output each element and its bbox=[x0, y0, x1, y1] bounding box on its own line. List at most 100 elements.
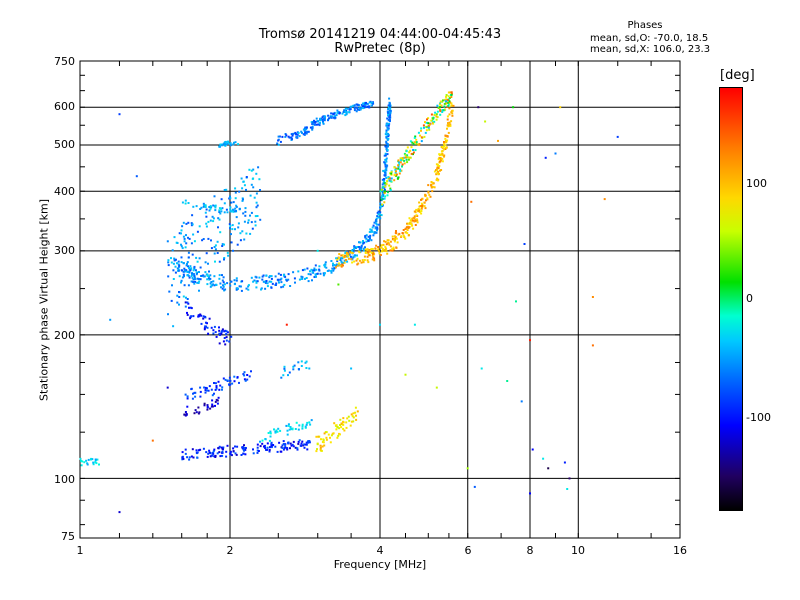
echo-point bbox=[394, 237, 396, 240]
echo-point bbox=[325, 266, 328, 269]
echo-point bbox=[394, 171, 397, 174]
echo-point bbox=[355, 106, 358, 109]
echo-point bbox=[208, 317, 211, 320]
echo-point bbox=[308, 421, 311, 424]
echo-point bbox=[443, 102, 446, 105]
echo-point bbox=[215, 385, 218, 387]
echo-point bbox=[275, 282, 278, 285]
echo-point bbox=[269, 446, 271, 449]
echo-point bbox=[195, 271, 198, 274]
echo-point bbox=[242, 446, 244, 449]
echo-point bbox=[183, 275, 185, 278]
echo-point bbox=[383, 154, 386, 157]
echo-point bbox=[304, 132, 306, 135]
echo-point bbox=[421, 205, 424, 208]
echo-point bbox=[302, 133, 305, 136]
echo-point bbox=[414, 224, 417, 226]
echo-point bbox=[216, 452, 219, 455]
echo-point bbox=[241, 187, 244, 190]
echo-point bbox=[355, 418, 358, 421]
echo-point bbox=[244, 453, 247, 456]
echo-point bbox=[383, 192, 386, 194]
echo-point bbox=[436, 179, 439, 182]
echo-point bbox=[380, 246, 383, 249]
echo-point bbox=[414, 219, 417, 222]
echo-point bbox=[389, 187, 392, 190]
echo-point bbox=[339, 264, 342, 267]
echo-point bbox=[355, 414, 357, 417]
echo-point bbox=[506, 380, 509, 382]
echo-point bbox=[321, 116, 324, 119]
echo-point bbox=[406, 154, 409, 157]
echo-point bbox=[135, 175, 138, 178]
echo-point bbox=[339, 433, 341, 436]
echo-point bbox=[384, 133, 387, 136]
echo-point bbox=[234, 445, 236, 448]
echo-point bbox=[433, 120, 436, 123]
echo-point bbox=[335, 428, 338, 431]
echo-point bbox=[214, 209, 217, 212]
echo-point bbox=[197, 406, 200, 409]
echo-point bbox=[214, 260, 216, 263]
echo-point bbox=[388, 184, 391, 187]
echo-point bbox=[284, 444, 287, 447]
echo-point bbox=[277, 138, 280, 141]
echo-point bbox=[436, 169, 439, 172]
echo-point bbox=[385, 182, 388, 185]
echo-point bbox=[225, 450, 228, 453]
echo-point bbox=[345, 421, 348, 424]
echo-point bbox=[297, 270, 300, 273]
echo-point bbox=[405, 150, 408, 153]
echo-point bbox=[191, 397, 194, 400]
echo-point bbox=[313, 267, 316, 270]
echo-point bbox=[403, 162, 406, 165]
echo-point bbox=[364, 246, 366, 249]
echo-point bbox=[194, 280, 197, 283]
echo-point bbox=[225, 330, 228, 333]
echo-point bbox=[203, 404, 206, 407]
echo-point bbox=[295, 421, 298, 424]
echo-point bbox=[369, 234, 372, 237]
echo-point bbox=[376, 215, 379, 218]
echo-point bbox=[399, 168, 402, 171]
echo-point bbox=[199, 448, 202, 451]
echo-point bbox=[263, 445, 265, 448]
echo-point bbox=[385, 147, 388, 150]
echo-point bbox=[177, 268, 180, 271]
echo-point bbox=[388, 116, 391, 119]
echo-point bbox=[324, 115, 327, 118]
echo-point bbox=[343, 261, 346, 264]
echo-point bbox=[435, 178, 438, 181]
echo-point bbox=[199, 395, 202, 398]
echo-point bbox=[437, 158, 440, 161]
echo-point bbox=[443, 141, 445, 143]
echo-point bbox=[378, 250, 380, 253]
echo-point bbox=[230, 280, 233, 283]
echo-point bbox=[283, 367, 286, 370]
echo-point bbox=[210, 326, 213, 329]
echo-point bbox=[358, 241, 361, 244]
echo-point bbox=[181, 276, 184, 279]
echo-point bbox=[209, 277, 212, 280]
echo-point bbox=[188, 237, 191, 240]
echo-point bbox=[332, 269, 335, 272]
echo-point bbox=[234, 187, 237, 190]
echo-point bbox=[347, 415, 350, 418]
echo-point bbox=[188, 458, 191, 461]
echo-point bbox=[247, 221, 250, 224]
echo-point bbox=[337, 262, 340, 265]
echo-point bbox=[497, 139, 499, 142]
echo-point bbox=[385, 160, 388, 163]
echo-point bbox=[342, 417, 345, 420]
echo-point bbox=[373, 253, 376, 256]
echo-point bbox=[243, 449, 245, 452]
echo-point bbox=[243, 184, 246, 187]
echo-point bbox=[386, 126, 389, 129]
echo-point bbox=[363, 259, 366, 261]
echo-point bbox=[198, 289, 200, 292]
echo-point bbox=[415, 208, 418, 211]
echo-point bbox=[424, 131, 427, 134]
echo-point bbox=[370, 248, 373, 250]
echo-point bbox=[315, 435, 318, 438]
echo-point bbox=[292, 271, 295, 274]
